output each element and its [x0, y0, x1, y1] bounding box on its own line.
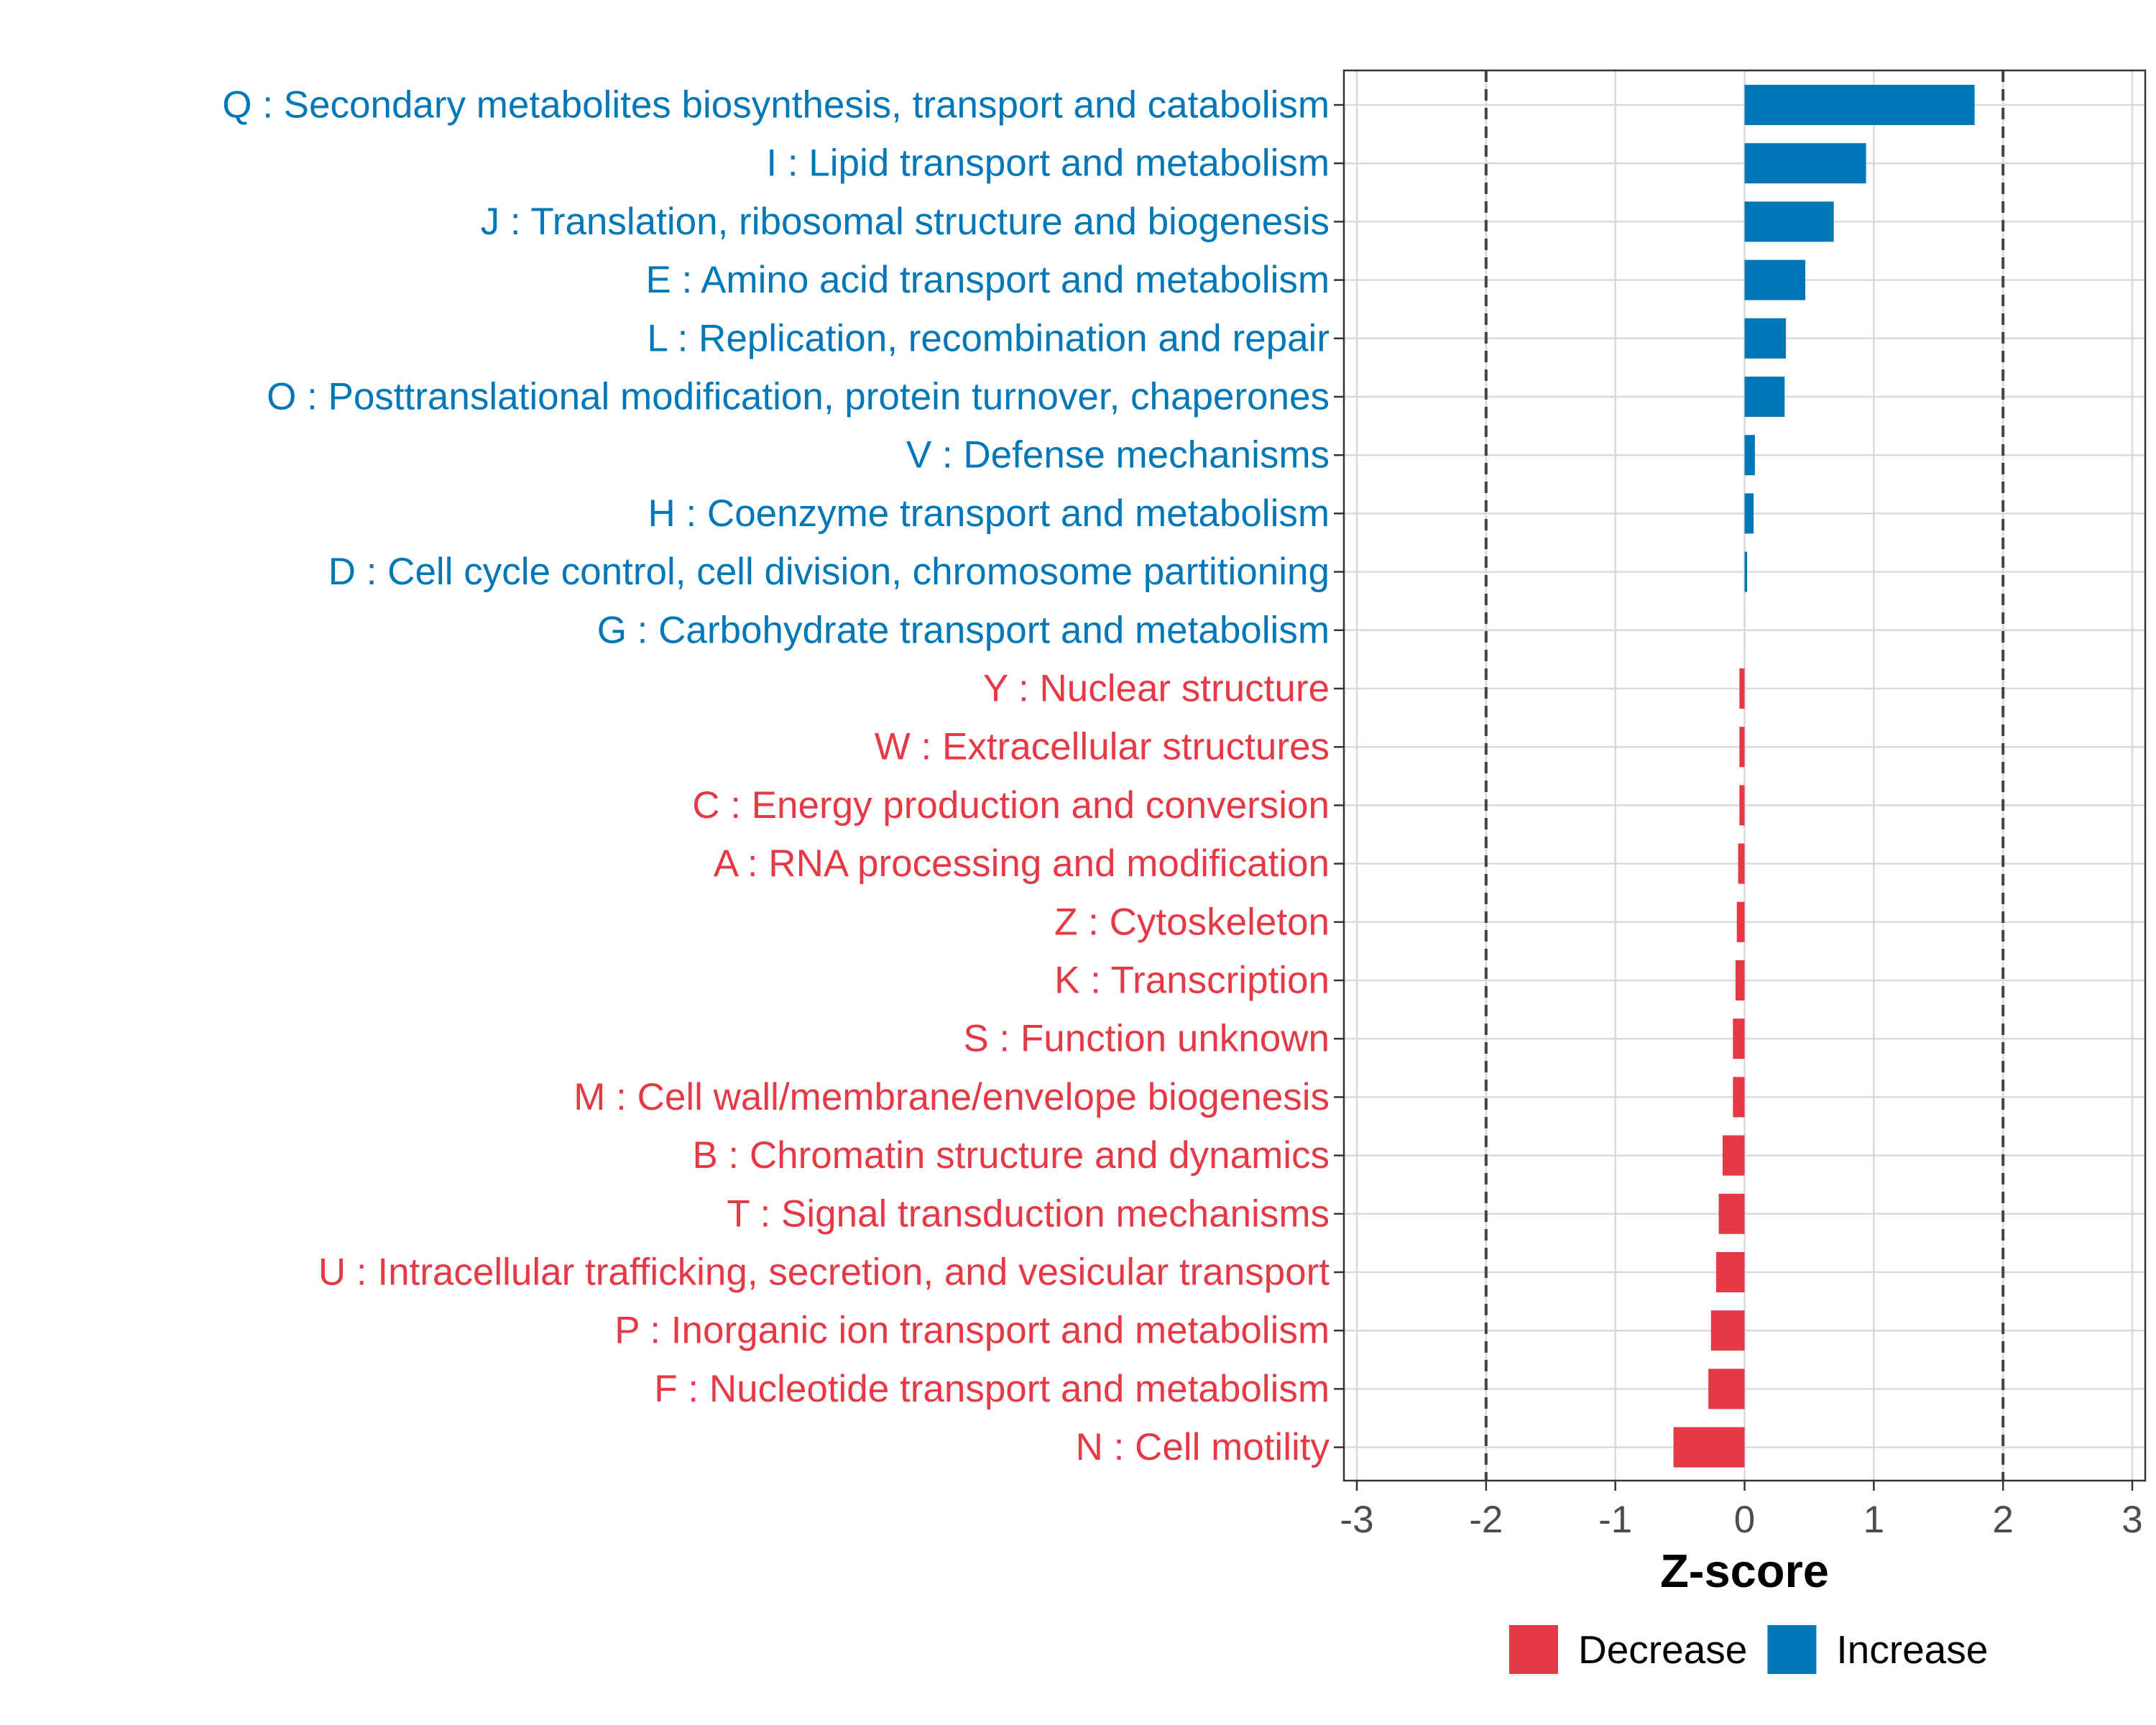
- bar: [1718, 1193, 1745, 1234]
- bar: [1673, 1427, 1745, 1468]
- bar: [1744, 435, 1755, 476]
- bar: [1744, 551, 1748, 592]
- x-axis-tick-labels: -3 -2 -1 0 1 2 3: [1340, 1499, 2142, 1541]
- category-label: B : Chromatin structure and dynamics: [692, 1134, 1330, 1177]
- category-label: W : Extracellular structures: [875, 726, 1330, 768]
- x-tick-label: -2: [1469, 1499, 1503, 1541]
- bar: [1733, 1018, 1745, 1059]
- category-label: H : Coenzyme transport and metabolism: [648, 492, 1330, 535]
- bar: [1744, 259, 1806, 300]
- bar: [1744, 143, 1866, 184]
- legend: Decrease Increase: [1509, 1625, 1988, 1674]
- category-label: D : Cell cycle control, cell division, c…: [328, 551, 1330, 593]
- category-label: O : Posttranslational modification, prot…: [267, 376, 1330, 418]
- category-label: G : Carbohydrate transport and metabolis…: [597, 609, 1330, 651]
- bar: [1744, 493, 1754, 534]
- bar: [1744, 201, 1834, 242]
- bar: [1738, 843, 1745, 884]
- bar: [1744, 377, 1785, 417]
- x-tick-label: 3: [2122, 1499, 2142, 1541]
- category-label: U : Intracellular trafficking, secretion…: [318, 1251, 1330, 1294]
- x-axis-ticks: [1355, 1481, 2134, 1491]
- category-label: I : Lipid transport and metabolism: [766, 142, 1330, 185]
- category-label: V : Defense mechanisms: [906, 434, 1330, 477]
- bar: [1722, 1135, 1745, 1176]
- category-label: T : Signal transduction mechanisms: [727, 1192, 1330, 1235]
- x-tick-label: 2: [1992, 1499, 2013, 1541]
- category-label: J : Translation, ribosomal structure and…: [481, 201, 1330, 243]
- reference-lines: [1484, 70, 2005, 1481]
- category-label: Q : Secondary metabolites biosynthesis, …: [222, 84, 1330, 126]
- bar: [1710, 1310, 1745, 1351]
- x-tick-label: 0: [1734, 1499, 1755, 1541]
- bar: [1744, 85, 1975, 125]
- category-label: N : Cell motility: [1076, 1426, 1330, 1468]
- legend-swatch: [1767, 1625, 1817, 1674]
- category-label: F : Nucleotide transport and metabolism: [654, 1368, 1330, 1410]
- bar: [1739, 668, 1745, 709]
- bar: [1735, 960, 1745, 1000]
- legend-label: Decrease: [1578, 1627, 1747, 1672]
- bar: [1736, 901, 1745, 942]
- category-label: E : Amino acid transport and metabolism: [645, 259, 1330, 301]
- bar: [1739, 727, 1745, 768]
- category-label: P : Inorganic ion transport and metaboli…: [614, 1310, 1330, 1352]
- category-label: S : Function unknown: [963, 1018, 1330, 1060]
- category-label: C : Energy production and conversion: [692, 784, 1330, 827]
- bar: [1715, 1252, 1745, 1292]
- bar: [1708, 1368, 1745, 1409]
- category-label: A : RNA processing and modification: [714, 842, 1330, 885]
- bars: [1673, 85, 1975, 1468]
- x-axis-title: Z-score: [1660, 1545, 1829, 1597]
- x-tick-label: 1: [1864, 1499, 1884, 1541]
- bar: [1733, 1077, 1745, 1118]
- x-tick-label: -3: [1340, 1499, 1373, 1541]
- category-label: Y : Nuclear structure: [983, 668, 1330, 710]
- y-axis-ticks: [1334, 104, 1344, 1448]
- bar: [1739, 785, 1745, 826]
- category-label: L : Replication, recombination and repai…: [647, 317, 1330, 359]
- y-axis-labels: Q : Secondary metabolites biosynthesis, …: [222, 84, 1330, 1469]
- category-label: Z : Cytoskeleton: [1054, 901, 1330, 943]
- x-tick-label: -1: [1598, 1499, 1632, 1541]
- legend-label: Increase: [1836, 1627, 1988, 1672]
- category-label: K : Transcription: [1054, 960, 1330, 1002]
- legend-swatch: [1509, 1625, 1558, 1674]
- category-label: M : Cell wall/membrane/envelope biogenes…: [573, 1076, 1330, 1118]
- bar: [1744, 318, 1787, 359]
